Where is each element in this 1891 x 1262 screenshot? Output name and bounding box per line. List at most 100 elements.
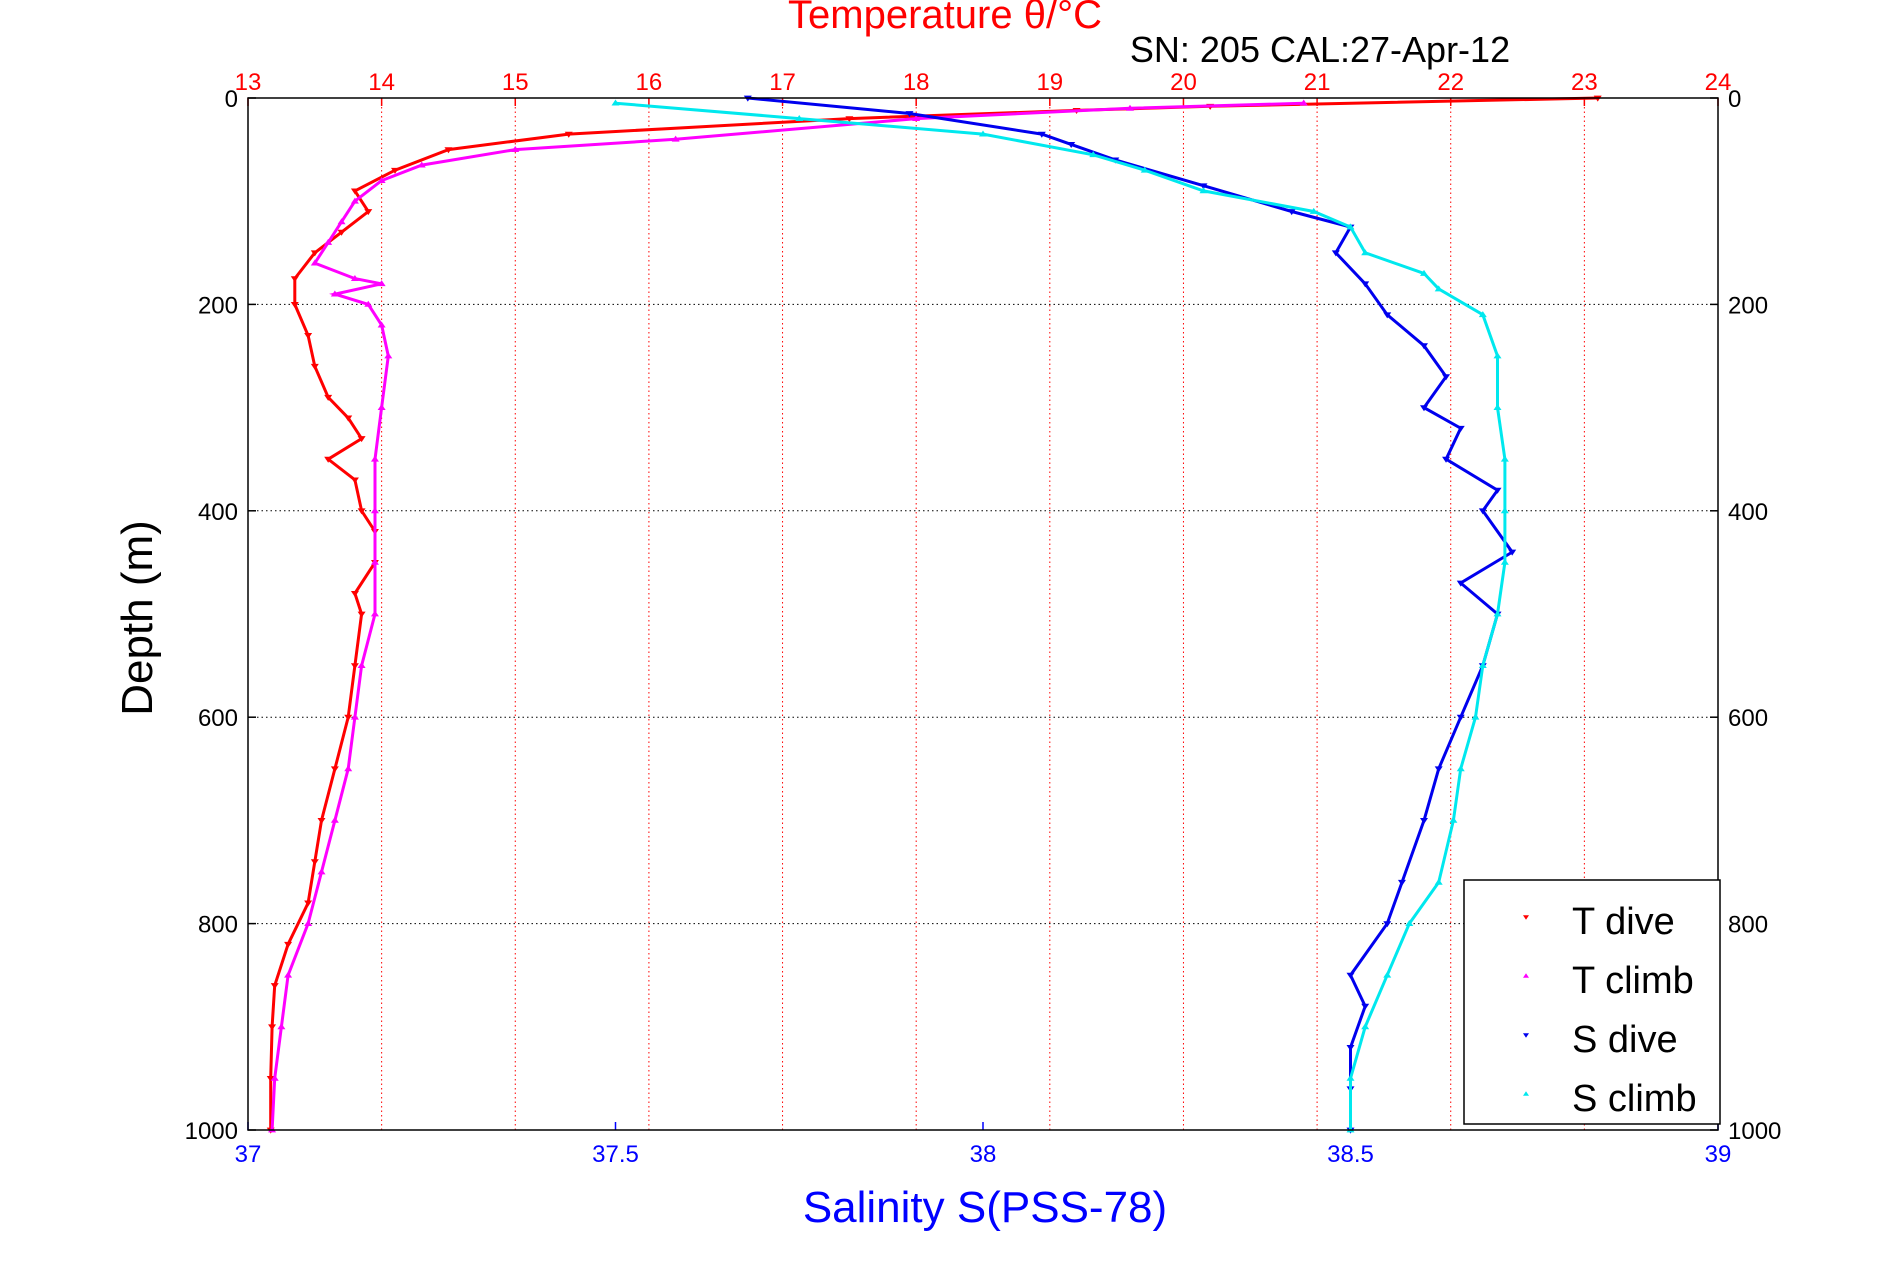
y-tick-label-right: 400 — [1728, 499, 1768, 526]
data-point — [330, 766, 339, 773]
data-point — [1420, 818, 1428, 824]
data-point — [1126, 104, 1134, 111]
temperature-tick-label: 14 — [368, 69, 395, 96]
series-t-climb — [268, 99, 1308, 1133]
data-point — [317, 818, 326, 824]
data-point — [1199, 187, 1208, 194]
legend-label: T climb — [1572, 960, 1694, 1002]
data-point — [391, 167, 399, 174]
data-point — [370, 455, 379, 462]
legend: T dive T climb S dive S climb — [1463, 879, 1721, 1125]
data-point — [417, 161, 426, 168]
data-point — [364, 209, 373, 216]
data-point — [350, 477, 359, 484]
y-tick-label-right: 600 — [1728, 705, 1768, 732]
data-point — [1037, 131, 1046, 138]
data-point — [1309, 207, 1318, 214]
y-tick-label-right: 1000 — [1728, 1118, 1781, 1145]
temperature-tick-label: 17 — [769, 69, 796, 96]
data-point — [324, 238, 333, 245]
data-point — [1361, 1003, 1370, 1010]
data-point — [1346, 972, 1355, 979]
data-point — [1500, 507, 1509, 514]
data-point — [1140, 166, 1149, 173]
data-point — [1478, 311, 1487, 318]
data-point — [290, 276, 299, 283]
data-point — [444, 147, 453, 154]
data-point — [330, 290, 339, 297]
data-point — [1493, 487, 1502, 494]
data-point — [377, 280, 386, 287]
data-point — [370, 610, 379, 617]
data-point — [1493, 404, 1502, 410]
data-point — [370, 507, 379, 514]
legend-label: S climb — [1572, 1078, 1697, 1120]
data-point — [1287, 209, 1296, 216]
y-tick-label-right: 200 — [1728, 292, 1768, 319]
data-point — [845, 116, 854, 123]
data-point — [317, 868, 326, 875]
legend-marker — [1523, 1033, 1529, 1038]
salinity-tick-label: 39 — [1705, 1141, 1732, 1168]
data-point — [1442, 456, 1451, 463]
chart-subtitle: SN: 205 CAL:27-Apr-12 — [1130, 29, 1510, 70]
salinity-tick-label: 37.5 — [592, 1141, 639, 1168]
data-point — [304, 332, 313, 339]
data-point — [912, 115, 921, 122]
series-s-climb — [611, 99, 1509, 1133]
series-trace — [270, 101, 1304, 1131]
data-point — [310, 259, 319, 266]
data-point — [1346, 223, 1355, 230]
data-point — [357, 662, 366, 668]
data-point — [377, 321, 386, 328]
data-point — [344, 415, 353, 422]
data-point — [350, 197, 359, 204]
legend-marker — [1523, 973, 1529, 978]
data-point — [304, 920, 313, 926]
data-point — [1493, 352, 1502, 359]
chart-title: Temperature θ/°C — [788, 0, 1102, 37]
data-point — [357, 508, 366, 515]
legend-label: S dive — [1572, 1019, 1678, 1061]
data-point — [377, 176, 386, 183]
data-point — [350, 275, 359, 281]
data-point — [268, 1024, 277, 1031]
series-trace — [747, 96, 1515, 1130]
data-point — [1331, 250, 1340, 257]
data-point — [1067, 142, 1076, 149]
data-point — [1420, 405, 1428, 412]
data-point — [1442, 374, 1451, 381]
data-point — [795, 115, 804, 122]
data-point — [1500, 558, 1509, 565]
data-points — [266, 95, 1602, 1134]
temperature-tick-label: 22 — [1437, 69, 1464, 96]
data-point — [344, 714, 353, 721]
data-point — [1383, 971, 1392, 978]
series-t-dive — [266, 95, 1602, 1134]
temperature-tick-label: 15 — [502, 69, 529, 96]
data-point — [310, 250, 319, 257]
data-point — [370, 558, 379, 565]
data-point — [1420, 343, 1428, 350]
data-point — [511, 146, 520, 152]
data-point — [266, 1076, 275, 1082]
data-point — [1199, 183, 1208, 190]
data-point — [1456, 580, 1465, 587]
data-point — [337, 229, 346, 236]
data-point — [284, 971, 293, 978]
data-point — [671, 135, 680, 142]
temperature-tick-label: 20 — [1170, 69, 1197, 96]
y-tick-label-right: 0 — [1728, 86, 1741, 113]
legend-marker — [1523, 915, 1529, 920]
data-point — [1397, 879, 1406, 886]
data-point — [357, 436, 366, 443]
data-point — [979, 130, 987, 137]
data-point — [1478, 508, 1487, 515]
series-trace — [615, 101, 1507, 1130]
data-point — [564, 131, 573, 138]
data-point — [337, 218, 346, 225]
data-point — [1299, 99, 1308, 106]
data-point — [284, 941, 293, 948]
data-point — [384, 352, 393, 359]
salinity-tick-label: 38.5 — [1327, 1141, 1374, 1168]
